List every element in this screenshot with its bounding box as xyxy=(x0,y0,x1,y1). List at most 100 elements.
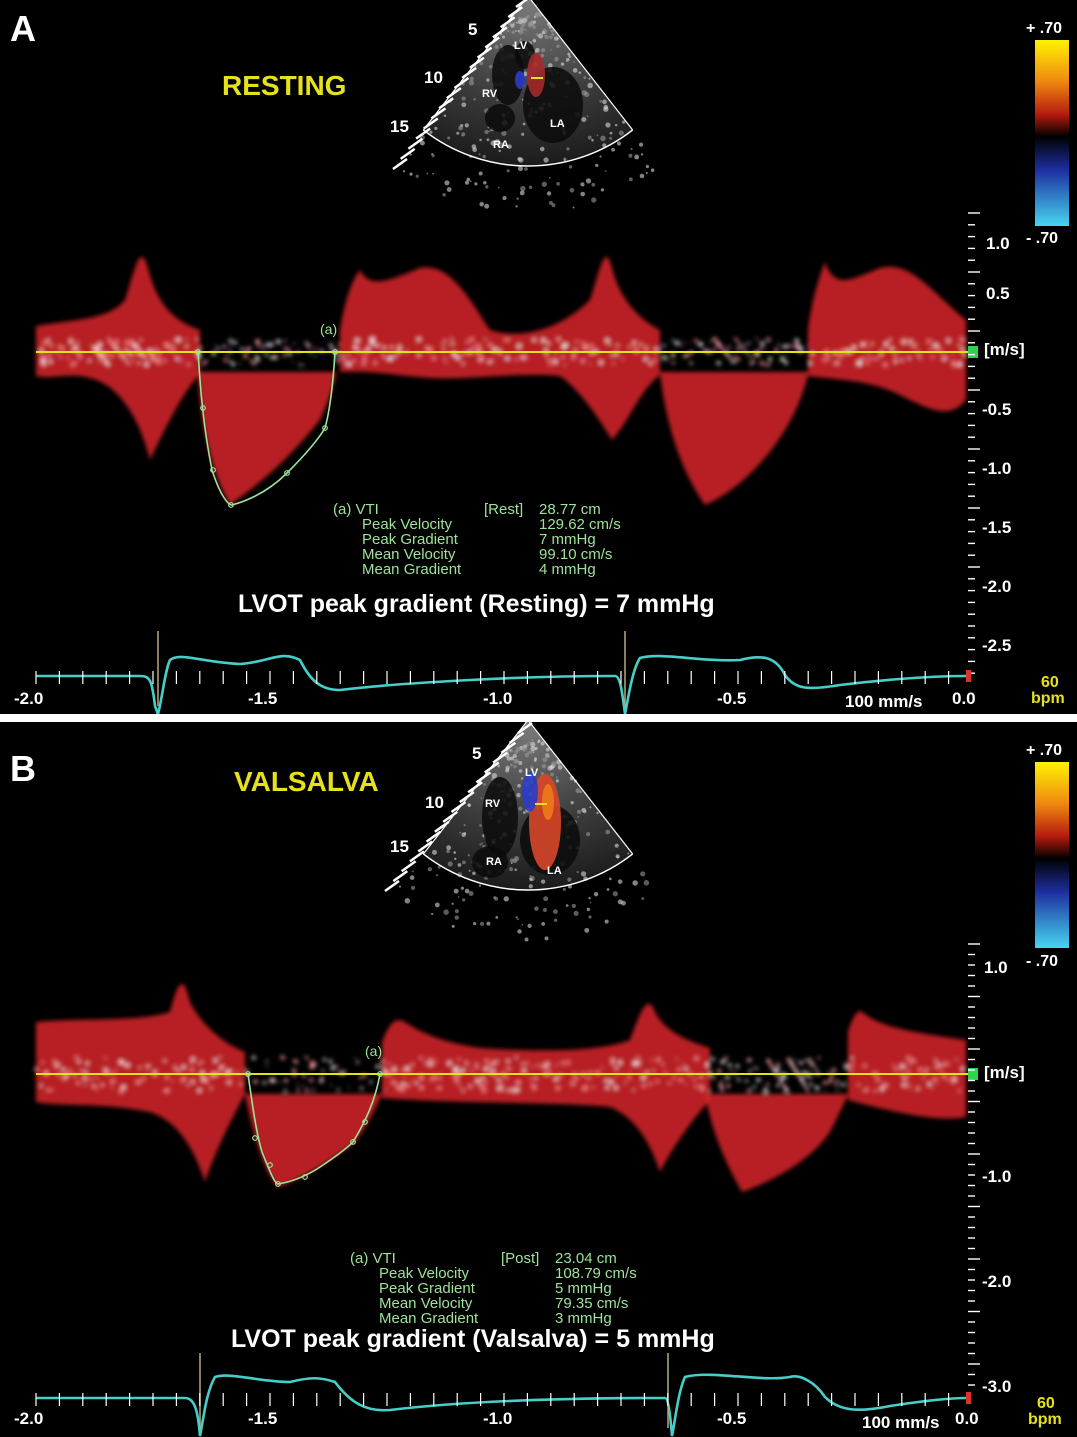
echo-speckle xyxy=(521,132,525,136)
spectral-speckle xyxy=(716,1068,722,1074)
depth-label-15: 15 xyxy=(390,117,409,136)
spectral-speckle xyxy=(764,349,767,352)
echo-speckle xyxy=(495,915,499,919)
echo-speckle xyxy=(510,862,513,864)
echo-speckle xyxy=(506,169,510,173)
spectral-speckle xyxy=(926,338,932,344)
echo-speckle xyxy=(578,71,582,74)
echo-sector-image xyxy=(398,722,650,942)
echo-speckle xyxy=(434,902,440,908)
spectral-speckle xyxy=(516,1079,521,1085)
spectral-speckle xyxy=(936,1062,941,1067)
spectral-speckle xyxy=(99,1082,105,1088)
spectral-speckle xyxy=(760,341,765,346)
spectral-speckle xyxy=(266,1064,269,1067)
spectral-speckle xyxy=(781,354,784,357)
echo-speckle xyxy=(640,871,646,877)
time-label: -1.5 xyxy=(248,1409,278,1428)
echo-speckle xyxy=(529,765,534,770)
depth-scale-tick xyxy=(446,87,462,100)
spectral-speckle xyxy=(328,344,333,349)
spectral-speckle xyxy=(127,362,131,366)
measurement-value: 7 mmHg xyxy=(539,531,596,548)
echo-speckle xyxy=(454,857,457,861)
spectral-speckle xyxy=(952,1076,957,1081)
spectral-speckle xyxy=(308,1077,314,1083)
spectral-speckle xyxy=(84,1070,88,1074)
echo-speckle xyxy=(571,903,576,909)
spectral-speckle xyxy=(110,1078,116,1085)
echo-speckle xyxy=(464,123,469,128)
spectral-speckle xyxy=(168,343,171,346)
echo-speckle xyxy=(602,99,607,105)
echo-speckle xyxy=(650,168,655,172)
depth-label-15: 15 xyxy=(390,837,409,856)
spectral-speckle xyxy=(697,341,703,347)
echo-speckle xyxy=(518,769,523,773)
echo-speckle xyxy=(565,904,569,907)
spectral-speckle xyxy=(932,342,938,348)
spectral-speckle xyxy=(496,1060,500,1064)
spectral-speckle xyxy=(635,1060,641,1066)
spectral-speckle xyxy=(359,1086,364,1090)
echo-speckle xyxy=(468,890,474,897)
measurement-name: Mean Gradient xyxy=(362,561,462,578)
echo-speckle xyxy=(478,153,481,156)
spectral-speckle xyxy=(209,1075,213,1078)
spectral-speckle xyxy=(278,1081,281,1084)
spectral-speckle xyxy=(834,1083,837,1086)
spectral-speckle xyxy=(809,1060,813,1063)
measurement-value: 79.35 cm/s xyxy=(555,1295,629,1312)
chamber-cavity xyxy=(485,104,515,132)
vti-tag: [Rest] xyxy=(484,501,524,518)
spectral-speckle xyxy=(352,359,356,363)
spectral-speckle xyxy=(265,1059,269,1063)
depth-scale-tick xyxy=(425,830,442,843)
spectral-speckle xyxy=(228,359,232,363)
spectral-envelope xyxy=(848,1011,966,1119)
spectral-speckle xyxy=(894,1067,899,1072)
spectral-speckle xyxy=(190,1057,196,1062)
echo-speckle xyxy=(510,23,515,28)
spectral-speckle xyxy=(302,363,305,366)
echo-speckle xyxy=(605,122,611,128)
spectral-speckle xyxy=(291,1068,297,1073)
velocity-label: -2.0 xyxy=(982,1272,1012,1291)
spectral-speckle xyxy=(119,352,122,356)
echo-speckle xyxy=(461,96,466,101)
echo-speckle xyxy=(494,896,499,901)
measurement-name: Mean Velocity xyxy=(379,1295,473,1312)
spectral-speckle xyxy=(354,1057,357,1060)
spectral-speckle xyxy=(583,344,589,350)
spectral-speckle xyxy=(824,353,827,356)
spectral-speckle xyxy=(343,360,346,363)
spectral-speckle xyxy=(570,1081,576,1087)
spectral-speckle xyxy=(499,353,502,356)
spectral-speckle xyxy=(917,354,921,358)
echo-speckle xyxy=(551,203,556,208)
echo-speckle xyxy=(456,131,460,135)
spectral-speckle xyxy=(902,1082,907,1088)
spectral-speckle xyxy=(594,1071,597,1074)
spectral-speckle xyxy=(540,338,546,343)
echo-speckle xyxy=(543,157,549,163)
spectral-speckle xyxy=(624,1081,627,1084)
spectral-speckle xyxy=(431,1074,437,1081)
spectral-speckle xyxy=(320,1075,324,1080)
echo-speckle xyxy=(461,132,466,137)
spectral-speckle xyxy=(720,1079,723,1083)
spectral-speckle xyxy=(483,1066,489,1072)
spectral-speckle xyxy=(434,1059,437,1063)
spectral-speckle xyxy=(133,343,139,349)
echo-speckle xyxy=(519,26,525,31)
spectral-speckle xyxy=(67,1069,73,1075)
echo-speckle xyxy=(506,29,510,33)
echo-speckle xyxy=(541,181,548,187)
spectral-speckle xyxy=(298,363,302,367)
spectral-speckle xyxy=(580,358,586,364)
spectral-speckle xyxy=(777,343,780,346)
spectral-speckle xyxy=(110,1086,113,1089)
spectral-speckle xyxy=(335,358,340,363)
spectral-speckle xyxy=(279,1055,285,1060)
spectral-speckle xyxy=(724,1056,729,1061)
